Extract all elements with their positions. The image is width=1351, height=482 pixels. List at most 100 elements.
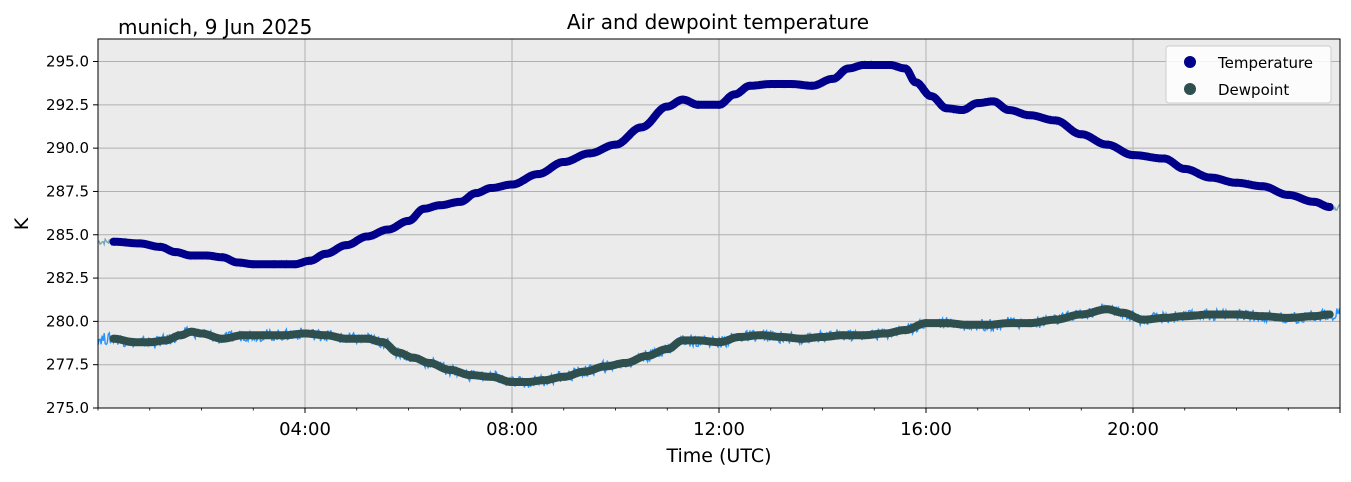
data-point-temperature — [1004, 106, 1013, 115]
data-point-temperature — [585, 149, 594, 158]
data-point-dewpoint — [1139, 315, 1148, 324]
data-point-dewpoint — [777, 332, 786, 341]
data-point-dewpoint — [197, 329, 206, 338]
data-point-temperature — [1310, 197, 1319, 206]
data-point-dewpoint — [715, 338, 723, 347]
data-point-dewpoint — [735, 332, 744, 341]
data-point-temperature — [420, 204, 429, 213]
data-point-temperature — [109, 237, 118, 246]
data-point-dewpoint — [663, 345, 672, 354]
data-point-temperature — [306, 256, 315, 265]
data-point-dewpoint — [425, 358, 434, 367]
y-tick-label: 282.5 — [46, 269, 89, 287]
chart-subtitle: munich, 9 Jun 2025 — [118, 15, 312, 39]
data-point-dewpoint — [859, 331, 868, 340]
data-point-temperature — [290, 260, 299, 269]
data-point-temperature — [828, 74, 837, 83]
data-point-temperature — [471, 189, 480, 198]
data-point-dewpoint — [559, 372, 568, 381]
data-point-temperature — [1103, 140, 1112, 149]
legend-label-temperature: Temperature — [1217, 54, 1313, 72]
data-point-dewpoint — [321, 331, 330, 340]
data-point-dewpoint — [1004, 319, 1013, 328]
data-point-dewpoint — [280, 331, 289, 340]
data-point-temperature — [715, 100, 723, 109]
data-point-temperature — [363, 232, 372, 241]
data-point-dewpoint — [176, 331, 185, 340]
data-point-dewpoint — [1118, 308, 1127, 317]
data-point-dewpoint — [409, 353, 418, 362]
y-tick-label: 292.5 — [46, 96, 89, 114]
data-point-dewpoint — [901, 326, 910, 335]
data-point-dewpoint — [1051, 315, 1060, 324]
data-point-dewpoint — [187, 327, 196, 336]
data-point-dewpoint — [466, 371, 475, 380]
data-point-temperature — [171, 248, 180, 257]
data-point-dewpoint — [259, 331, 268, 340]
data-point-temperature — [942, 104, 951, 113]
y-tick-label: 285.0 — [46, 226, 89, 244]
y-tick-label: 277.5 — [46, 356, 89, 374]
data-point-temperature — [533, 170, 542, 179]
series-layer — [109, 60, 1334, 387]
data-point-temperature — [321, 249, 330, 258]
data-point-dewpoint — [238, 331, 247, 340]
data-point-temperature — [1129, 151, 1137, 160]
data-point-dewpoint — [922, 319, 930, 328]
data-point-dewpoint — [487, 372, 496, 381]
data-point-dewpoint — [839, 331, 848, 340]
data-point-temperature — [1325, 203, 1334, 212]
y-tick-label: 275.0 — [46, 399, 89, 417]
data-point-temperature — [694, 100, 703, 109]
data-point-dewpoint — [1160, 313, 1169, 322]
data-point-temperature — [342, 241, 351, 250]
data-point-temperature — [678, 95, 687, 104]
data-point-dewpoint — [642, 352, 651, 361]
y-tick-label: 287.5 — [46, 182, 89, 200]
data-point-dewpoint — [694, 336, 703, 345]
data-point-temperature — [911, 78, 920, 87]
chart-title: Air and dewpoint temperature — [567, 10, 869, 34]
data-point-dewpoint — [109, 334, 118, 343]
data-point-dewpoint — [580, 367, 589, 376]
data-point-dewpoint — [1325, 310, 1334, 319]
data-point-temperature — [1025, 111, 1034, 120]
x-tick-label: 12:00 — [693, 419, 745, 440]
x-tick-label: 16:00 — [900, 419, 952, 440]
data-point-dewpoint — [445, 365, 454, 374]
data-point-temperature — [808, 81, 817, 90]
data-point-dewpoint — [1232, 310, 1241, 319]
data-point-temperature — [135, 239, 144, 248]
x-tick-label: 20:00 — [1107, 419, 1159, 440]
data-point-temperature — [1051, 116, 1060, 125]
y-axis-label: K — [11, 217, 33, 230]
data-point-dewpoint — [756, 331, 765, 340]
data-point-dewpoint — [942, 319, 951, 328]
data-point-temperature — [637, 123, 646, 132]
data-point-temperature — [218, 253, 227, 262]
data-point-temperature — [435, 201, 444, 210]
data-point-temperature — [746, 81, 755, 90]
data-point-dewpoint — [797, 334, 806, 343]
data-point-temperature — [559, 158, 568, 166]
data-point-dewpoint — [621, 358, 630, 367]
data-point-temperature — [1258, 182, 1267, 191]
data-point-temperature — [187, 251, 196, 260]
data-point-dewpoint — [301, 329, 309, 338]
data-point-dewpoint — [1310, 312, 1319, 321]
data-point-dewpoint — [601, 362, 610, 371]
data-point-dewpoint — [1077, 310, 1086, 319]
legend-marker-temperature — [1184, 56, 1196, 68]
data-point-dewpoint — [218, 334, 227, 343]
data-point-dewpoint — [130, 338, 139, 347]
data-point-dewpoint — [818, 332, 827, 341]
data-point-dewpoint — [1206, 310, 1215, 319]
data-point-dewpoint — [880, 329, 889, 338]
y-tick-label: 280.0 — [46, 312, 89, 330]
data-point-temperature — [844, 64, 853, 73]
data-point-temperature — [1180, 164, 1189, 173]
data-point-temperature — [404, 216, 413, 225]
data-point-dewpoint — [1180, 312, 1189, 321]
